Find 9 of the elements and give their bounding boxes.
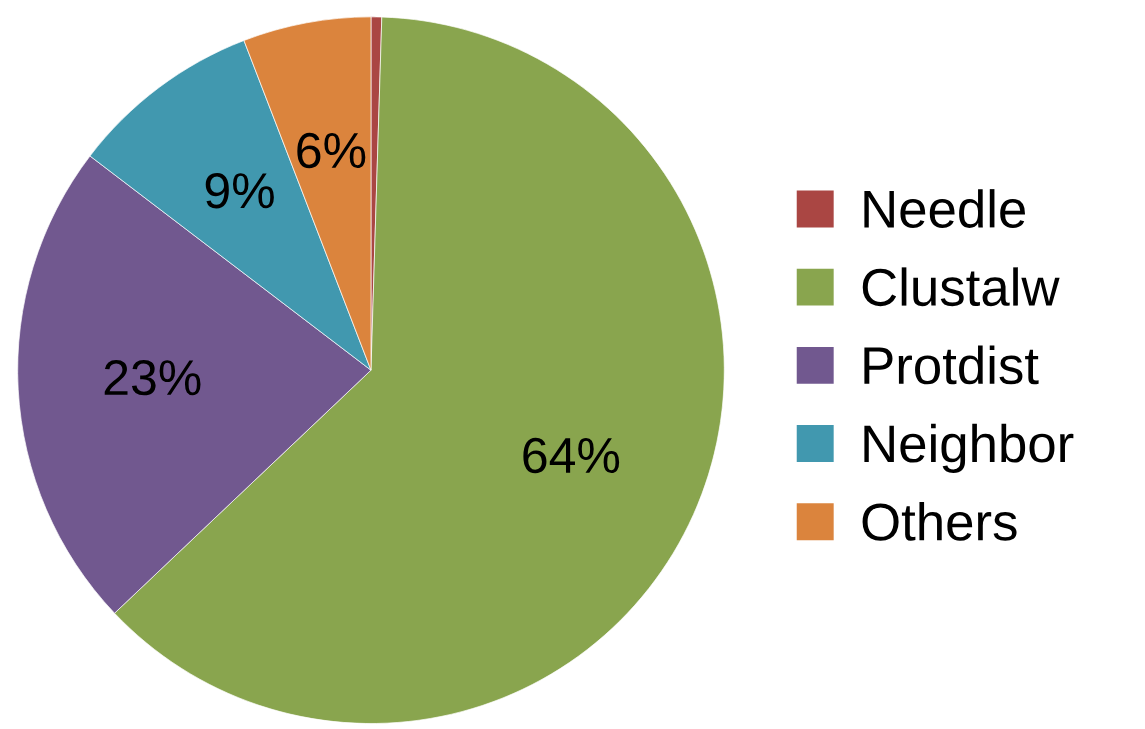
legend-label: Needle — [864, 189, 1025, 228]
data-label: 9% — [205, 172, 274, 209]
data-label: 23% — [104, 359, 201, 396]
legend-label: Clustalw — [862, 267, 1060, 307]
legend-label: Neighbor — [864, 423, 1074, 474]
data-label: 6% — [297, 132, 366, 169]
legend-label: Protdist — [864, 345, 1039, 385]
legend-label: Others — [862, 502, 1017, 541]
data-label: 64% — [523, 437, 620, 474]
